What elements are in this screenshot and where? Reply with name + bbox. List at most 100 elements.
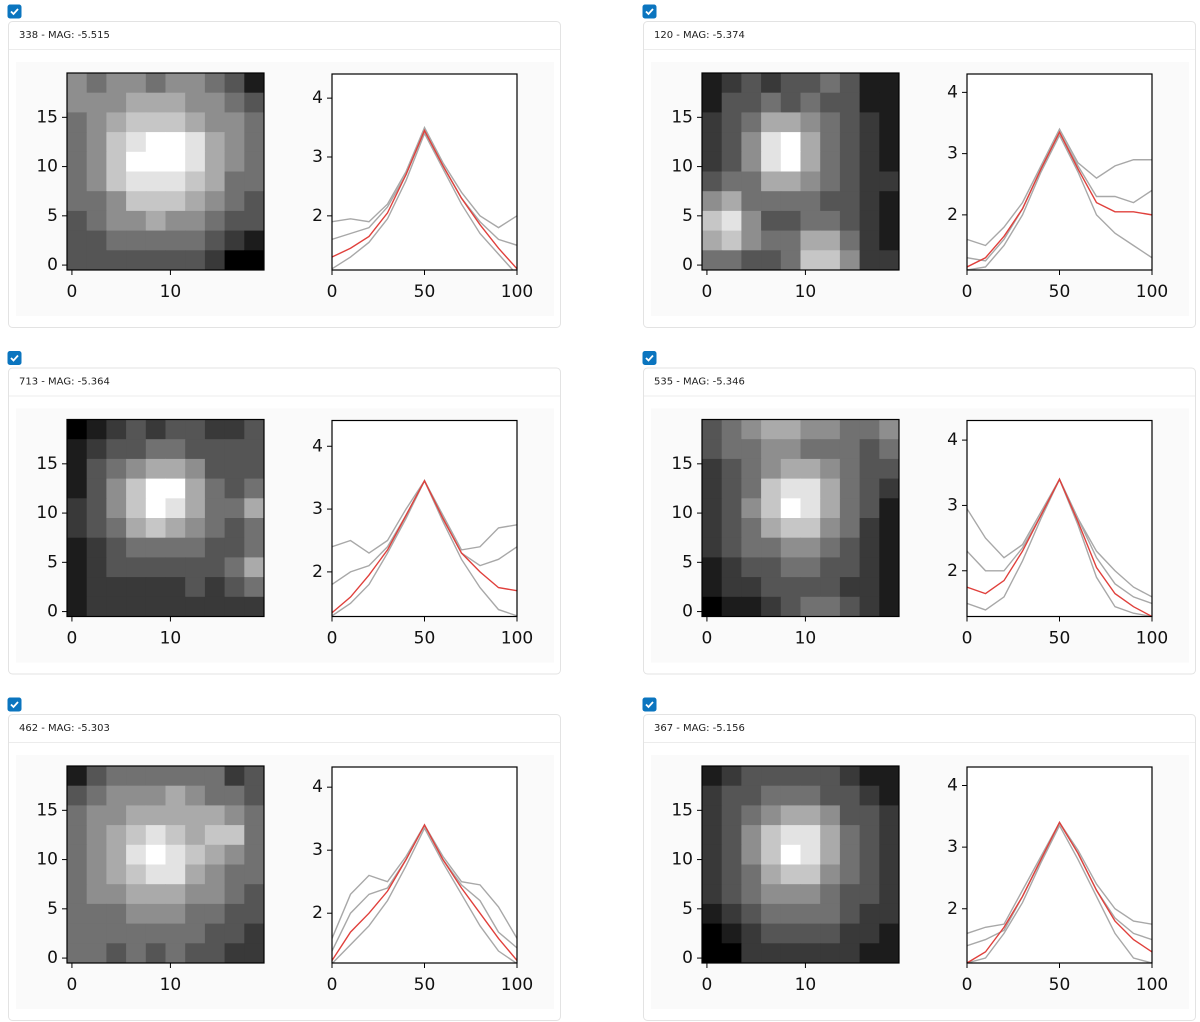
pixel — [86, 557, 107, 578]
profile-line — [332, 826, 517, 963]
checkbox[interactable] — [642, 697, 657, 712]
pixel — [721, 132, 742, 153]
pixel — [67, 419, 88, 440]
pixel — [780, 439, 801, 460]
pixel — [780, 884, 801, 905]
pixel — [800, 132, 821, 153]
pixel — [879, 191, 900, 212]
checkmark[interactable] — [10, 8, 19, 16]
pixel — [67, 943, 88, 964]
pixel — [204, 864, 226, 885]
pixel — [839, 518, 861, 539]
pixel — [820, 439, 841, 460]
pixel — [780, 844, 801, 865]
pixel — [204, 250, 226, 271]
pixel — [86, 943, 107, 964]
pixel — [224, 825, 245, 846]
pixel — [761, 439, 782, 460]
checkmark[interactable] — [10, 354, 19, 362]
pixel — [702, 557, 723, 578]
pixel — [879, 439, 900, 460]
x-tick-label: 50 — [414, 629, 436, 649]
pixel — [145, 577, 166, 598]
pixel — [879, 250, 900, 271]
pixel — [86, 498, 107, 519]
pixel — [224, 439, 245, 460]
pixel — [126, 518, 147, 539]
pixel — [859, 171, 880, 192]
pixel — [839, 805, 861, 826]
pixel — [165, 884, 186, 905]
pixel — [780, 250, 801, 271]
pixel — [741, 171, 762, 192]
axes-frame — [966, 419, 1153, 618]
pixel — [204, 92, 226, 113]
pixel — [224, 596, 245, 617]
pixel — [780, 498, 801, 519]
checkbox[interactable] — [7, 351, 22, 365]
pixel — [721, 92, 742, 113]
pixel — [879, 766, 900, 787]
pixel — [86, 112, 107, 133]
pixel — [126, 132, 147, 153]
checkmark[interactable] — [645, 701, 654, 709]
pixel — [702, 766, 723, 787]
checkbox[interactable] — [642, 351, 657, 365]
pixel — [126, 191, 147, 212]
y-tick-label: 5 — [47, 899, 58, 919]
y-tick-label: 3 — [947, 144, 958, 164]
pixel — [224, 458, 245, 480]
pixel — [780, 766, 801, 787]
pixel — [721, 923, 742, 944]
pixel — [859, 923, 880, 944]
pixel — [800, 191, 821, 212]
y-tick-label: 5 — [47, 206, 58, 226]
pixel — [106, 419, 127, 440]
pixel — [859, 577, 880, 598]
pixel — [741, 250, 762, 271]
pixel — [859, 92, 880, 113]
pixel — [761, 230, 782, 251]
pixel — [761, 596, 782, 617]
pixel — [67, 112, 88, 133]
checkmark[interactable] — [645, 354, 654, 362]
checkmark[interactable] — [10, 701, 19, 709]
pixel — [780, 419, 801, 440]
pixel — [859, 844, 880, 865]
pixel — [204, 73, 226, 94]
pixel — [165, 766, 186, 787]
pixel — [204, 439, 226, 460]
checkbox[interactable] — [7, 697, 22, 712]
checkbox[interactable] — [642, 4, 657, 19]
pixel — [702, 210, 723, 232]
pixel — [165, 151, 186, 172]
pixel — [224, 943, 245, 964]
pixel — [106, 943, 127, 964]
axes-frame — [701, 765, 900, 964]
pixel — [224, 518, 245, 539]
pixel — [224, 478, 245, 499]
pixel — [185, 844, 206, 865]
pixel — [244, 903, 265, 925]
pixel — [800, 903, 821, 925]
pixel — [839, 250, 861, 271]
pixel — [780, 577, 801, 598]
pixel — [820, 250, 841, 271]
y-tick-label: 3 — [947, 495, 958, 515]
pixel — [721, 498, 742, 519]
pixel — [224, 884, 245, 905]
checkbox[interactable] — [7, 4, 22, 19]
pixel — [761, 766, 782, 787]
checkmark[interactable] — [645, 8, 654, 16]
y-tick-label: 0 — [47, 602, 58, 622]
pixel — [67, 210, 88, 232]
pixel — [204, 923, 226, 944]
pixel — [86, 596, 107, 617]
pixel — [761, 210, 782, 232]
pixel — [800, 825, 821, 846]
pixel — [721, 458, 742, 480]
pixel — [224, 92, 245, 113]
pixel — [780, 458, 801, 480]
pixel — [67, 171, 88, 192]
pixel — [761, 498, 782, 519]
